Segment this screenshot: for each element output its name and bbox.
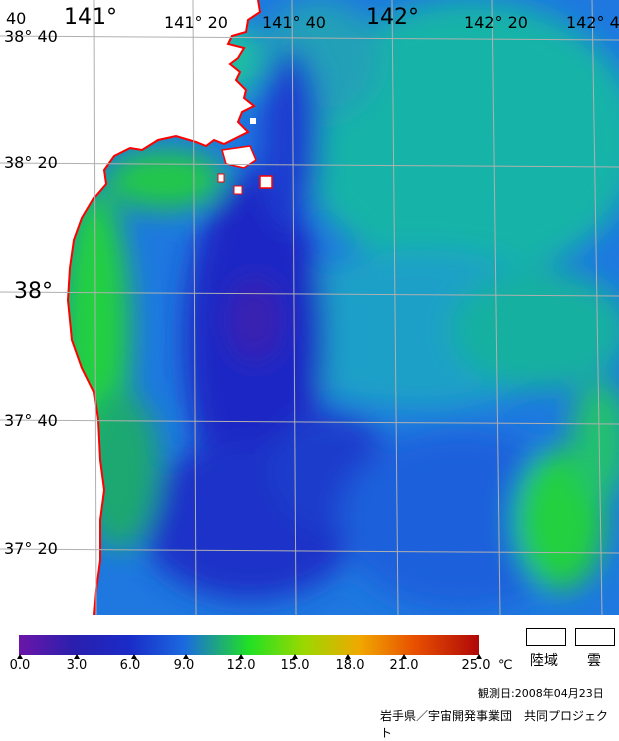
graticule	[0, 0, 619, 615]
tick-mark	[476, 654, 482, 659]
cloud-key-swatch	[575, 628, 615, 646]
island	[233, 185, 243, 195]
scale-tick-label: 15.0	[280, 658, 310, 673]
scale-tick-label: 3.0	[66, 658, 88, 673]
island	[250, 118, 256, 124]
tick-mark	[238, 654, 244, 659]
tick-mark	[17, 654, 23, 659]
lat-label-37-40: 37° 40	[4, 411, 58, 430]
lat-label-38: 38°	[14, 279, 53, 304]
island	[221, 145, 257, 169]
scale-tick-label: 9.0	[173, 658, 195, 673]
sst-map: 40 141° 141° 20 141° 40 142° 142° 20 142…	[0, 0, 619, 615]
scale-tick-label: 0.0	[9, 658, 31, 673]
coastline	[66, 0, 262, 615]
observation-date: 観測日:2008年04月23日	[478, 687, 604, 700]
land-key-swatch	[526, 628, 566, 646]
lon-label-142-20: 142° 20	[464, 13, 528, 32]
credit-line: 岩手県／宇宙開発事業団 共同プロジェクト	[380, 709, 609, 740]
scale-tick-label: 12.0	[226, 658, 256, 673]
tick-mark	[292, 654, 298, 659]
sea-surface-temperature-field	[0, 0, 619, 615]
lon-label-141-40: 141° 40	[262, 13, 326, 32]
cloud-key-label: 雲	[587, 653, 601, 669]
land-key-label: 陸域	[530, 653, 558, 669]
temperature-color-scale	[19, 635, 479, 655]
tick-mark	[131, 654, 137, 659]
temperature-unit: ℃	[498, 658, 513, 673]
tick-mark	[74, 654, 80, 659]
scale-tick-label: 21.0	[389, 658, 419, 673]
tick-mark	[345, 654, 351, 659]
tick-mark	[401, 654, 407, 659]
island	[259, 175, 273, 189]
lat-label-37-20: 37° 20	[4, 539, 58, 558]
land-area	[0, 0, 260, 615]
scale-tick-label: 18.0	[335, 658, 365, 673]
island	[217, 173, 225, 183]
lon-label-142-40: 142° 4	[566, 13, 619, 32]
lon-label-141-20: 141° 20	[164, 13, 228, 32]
scale-tick-label: 6.0	[119, 658, 141, 673]
lon-label-142: 142°	[366, 5, 419, 30]
scale-tick-label: 25.0	[461, 658, 491, 673]
lon-label-141: 141°	[64, 5, 117, 30]
lat-label-38-20: 38° 20	[4, 153, 58, 172]
corner-label: 40	[6, 9, 26, 28]
lat-label-38-40: 38° 40	[4, 27, 58, 46]
tick-mark	[183, 654, 189, 659]
